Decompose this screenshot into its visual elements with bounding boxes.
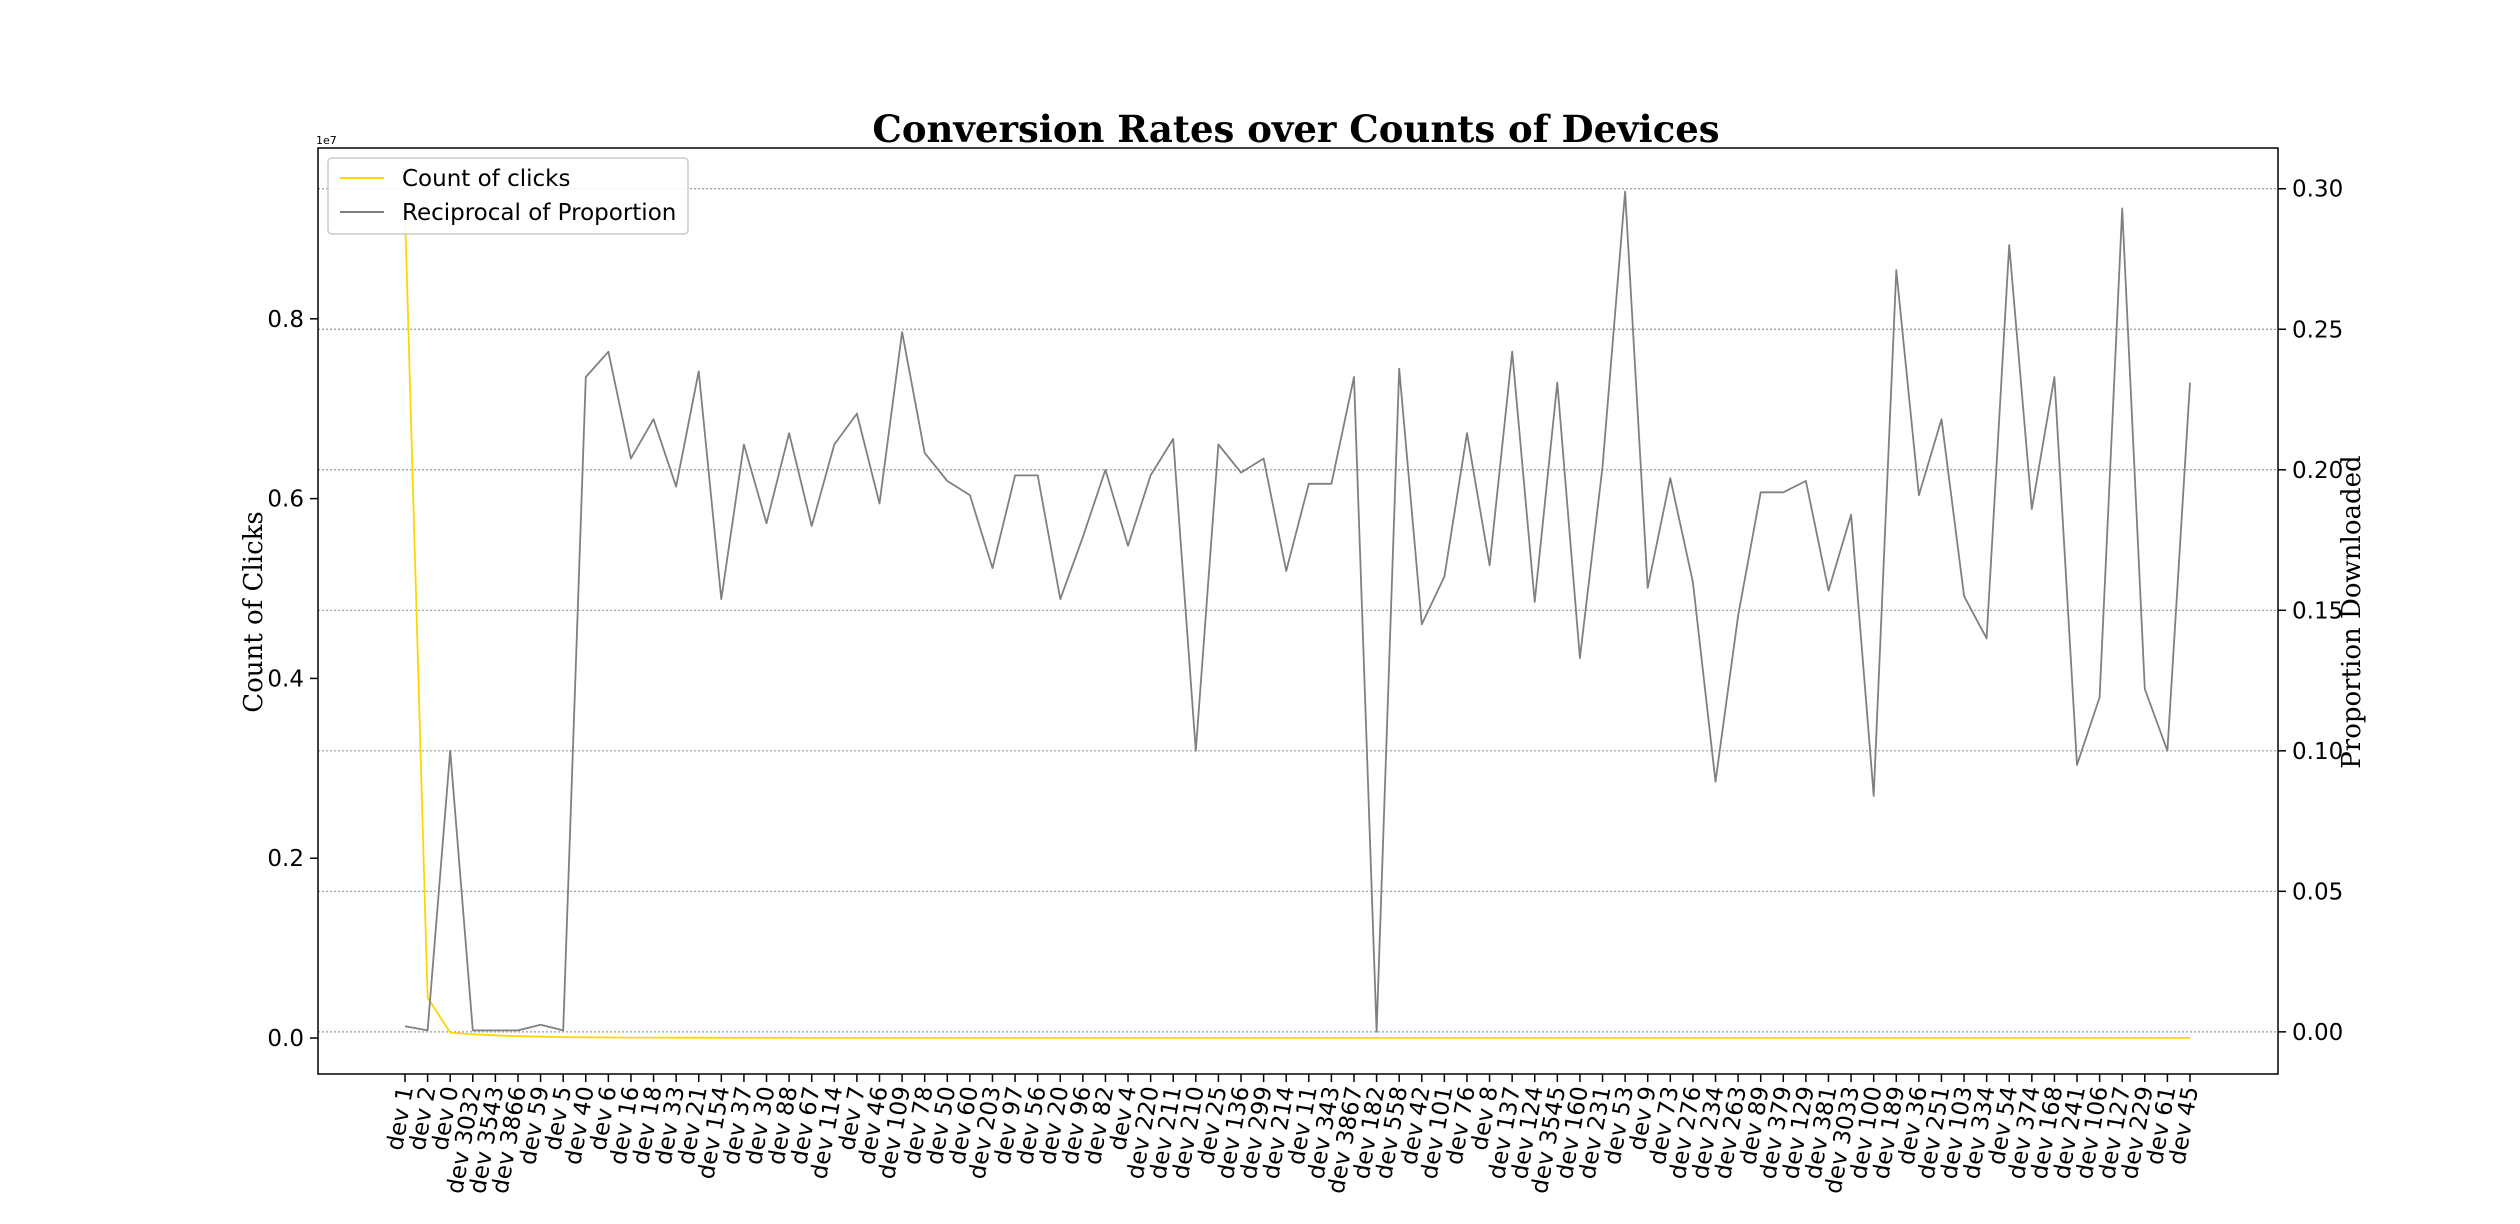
right-tick-label: 0.15 — [2292, 598, 2343, 624]
right-axis-label: Proportion Downloaded — [2337, 455, 2367, 768]
legend: Count of clicks Reciprocal of Proportion — [327, 157, 689, 235]
right-tick-label: 0.05 — [2292, 879, 2343, 905]
right-tick-label: 0.10 — [2292, 739, 2343, 765]
left-tick-label: 0.8 — [267, 307, 304, 333]
left-axis-label: Count of Clicks — [239, 511, 269, 712]
left-tick-label: 0.0 — [267, 1026, 304, 1052]
left-axis-offset-label: 1e7 — [316, 134, 337, 147]
series-layer — [404, 190, 2191, 1039]
right-tick-label: 0.00 — [2292, 1020, 2343, 1046]
series-line-count-of-clicks — [404, 210, 2190, 1039]
left-tick-label: 0.6 — [267, 487, 304, 513]
right-tick-label: 0.30 — [2292, 177, 2343, 203]
series-line-reciprocal-of-proportion — [404, 190, 2191, 1033]
right-tick-label: 0.25 — [2292, 317, 2343, 343]
legend-label-reciprocal-of-proportion: Reciprocal of Proportion — [402, 200, 676, 226]
left-tick-label: 0.4 — [267, 666, 304, 692]
chart-title: Conversion Rates over Counts of Devices — [872, 107, 1719, 151]
plot-background — [318, 148, 2278, 1074]
right-axis: 0.00 0.05 0.10 0.15 0.20 0.25 0.30 — [2278, 177, 2343, 1046]
right-tick-label: 0.20 — [2292, 458, 2343, 484]
left-tick-label: 0.2 — [267, 846, 304, 872]
gridlines — [318, 188, 2278, 1033]
legend-label-count-of-clicks: Count of clicks — [402, 166, 570, 192]
left-axis: 0.0 0.2 0.4 0.6 0.8 — [267, 307, 318, 1052]
legend-box — [327, 157, 689, 235]
